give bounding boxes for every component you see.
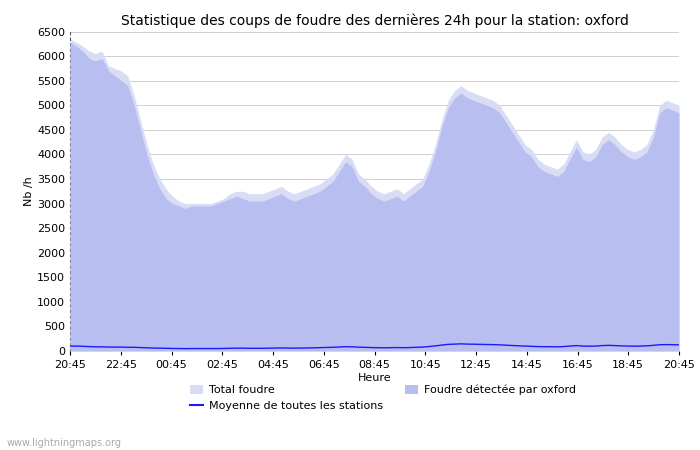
- X-axis label: Heure: Heure: [358, 373, 391, 383]
- Text: www.lightningmaps.org: www.lightningmaps.org: [7, 438, 122, 448]
- Title: Statistique des coups de foudre des dernières 24h pour la station: oxford: Statistique des coups de foudre des dern…: [120, 13, 629, 27]
- Y-axis label: Nb /h: Nb /h: [25, 176, 34, 206]
- Legend: Total foudre, Moyenne de toutes les stations, Foudre détectée par oxford: Total foudre, Moyenne de toutes les stat…: [186, 380, 580, 416]
